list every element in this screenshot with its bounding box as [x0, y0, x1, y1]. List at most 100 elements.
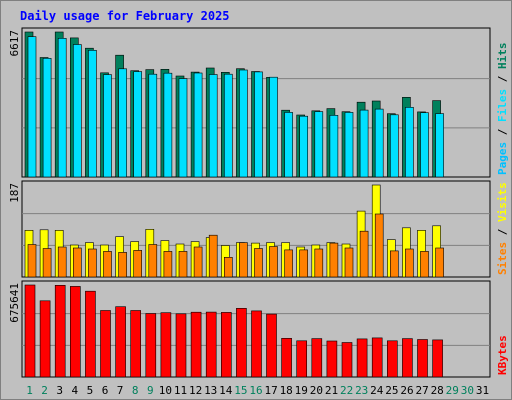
- bar-kbytes: [100, 310, 111, 378]
- chart-title: Daily usage for February 2025: [20, 9, 230, 23]
- legend-pages: Pages: [496, 142, 509, 175]
- bar-files: [42, 57, 52, 178]
- bar-sites: [359, 230, 369, 278]
- bar-sites: [374, 213, 384, 278]
- side-legend: KBytes: [496, 335, 509, 375]
- bar-sites: [73, 247, 82, 278]
- legend-sites: Sites: [496, 242, 509, 275]
- bar-kbytes: [251, 310, 262, 378]
- x-tick-label: 11: [174, 384, 187, 397]
- y-max-label: 675641: [8, 283, 21, 323]
- bar-kbytes: [402, 338, 413, 378]
- bar-sites: [103, 251, 112, 278]
- x-tick-label: 26: [400, 384, 413, 397]
- bar-sites: [269, 246, 278, 278]
- bar-kbytes: [130, 310, 141, 378]
- bar-sites: [57, 246, 67, 278]
- bar-sites: [344, 247, 354, 278]
- x-tick-label: 22: [340, 384, 353, 397]
- bar-files: [133, 71, 142, 178]
- bar-files: [27, 36, 37, 178]
- bar-kbytes: [205, 311, 217, 378]
- bar-kbytes: [115, 306, 126, 378]
- bar-kbytes: [145, 313, 157, 378]
- bar-files: [224, 73, 233, 178]
- panel-visits-sites: 187 Sites / Visits: [8, 180, 509, 278]
- bar-files: [193, 72, 203, 178]
- bar-sites: [420, 251, 429, 278]
- bar-sites: [133, 250, 142, 278]
- x-tick-label: 12: [189, 384, 202, 397]
- bar-sites: [435, 247, 444, 278]
- bar-kbytes: [296, 340, 308, 378]
- x-tick-label: 9: [147, 384, 154, 397]
- bar-kbytes: [326, 340, 338, 378]
- bar-files: [405, 107, 414, 178]
- bar-files: [359, 109, 369, 178]
- panel-hits-files-pages: 6617 Pages / Files / Hits: [8, 27, 509, 178]
- bar-files: [344, 112, 354, 178]
- bar-kbytes: [175, 313, 187, 378]
- bar-sites: [299, 249, 309, 278]
- bar-files: [329, 115, 339, 178]
- bar-sites: [208, 234, 218, 278]
- x-tick-label: 24: [370, 384, 384, 397]
- x-tick-label: 25: [385, 384, 398, 397]
- bar-kbytes: [341, 342, 353, 378]
- bar-kbytes: [417, 339, 428, 378]
- bar-sites: [284, 249, 293, 278]
- legend-separator: /: [496, 222, 509, 242]
- x-tick-label: 8: [132, 384, 139, 397]
- x-tick-label: 30: [461, 384, 474, 397]
- x-tick-label: 13: [204, 384, 217, 397]
- bar-sites: [178, 251, 188, 278]
- bar-kbytes: [85, 290, 96, 378]
- bar-files: [269, 76, 278, 178]
- bar-kbytes: [266, 313, 277, 378]
- bar-sites: [88, 248, 97, 278]
- bar-sites: [118, 252, 127, 278]
- bar-kbytes: [70, 286, 81, 378]
- x-tick-label: 4: [71, 384, 78, 397]
- bar-sites: [42, 248, 52, 278]
- x-tick-label: 29: [446, 384, 459, 397]
- x-tick-label: 1: [26, 384, 33, 397]
- x-tick-label: 15: [234, 384, 247, 397]
- y-max-label: 187: [8, 183, 21, 203]
- bar-files: [299, 115, 309, 178]
- bar-sites: [405, 248, 414, 278]
- bar-files: [148, 73, 158, 178]
- panel-kbytes: 675641 KBytes: [8, 280, 509, 378]
- bar-files: [435, 113, 444, 178]
- bar-kbytes: [190, 311, 202, 378]
- bar-files: [178, 78, 188, 178]
- bar-files: [163, 72, 173, 178]
- bar-files: [73, 44, 82, 178]
- x-tick-label: 18: [280, 384, 293, 397]
- bar-files: [314, 111, 324, 178]
- x-tick-label: 10: [159, 384, 172, 397]
- legend-separator: /: [496, 69, 509, 89]
- bar-files: [254, 71, 263, 178]
- bar-files: [374, 108, 384, 178]
- bar-sites: [239, 242, 248, 278]
- bar-kbytes: [386, 340, 398, 378]
- bar-kbytes: [39, 300, 51, 378]
- x-tick-label: 16: [249, 384, 262, 397]
- bar-kbytes: [236, 307, 247, 378]
- x-tick-label: 23: [355, 384, 368, 397]
- bar-sites: [329, 242, 339, 278]
- x-tick-label: 20: [310, 384, 323, 397]
- bar-files: [389, 114, 399, 178]
- legend-kbytes: KBytes: [496, 335, 509, 375]
- x-tick-label: 5: [87, 384, 94, 397]
- x-tick-label: 19: [295, 384, 308, 397]
- bar-kbytes: [54, 284, 66, 378]
- x-tick-label: 31: [476, 384, 489, 397]
- bar-files: [88, 49, 97, 178]
- bar-kbytes: [311, 338, 323, 378]
- bar-sites: [254, 248, 263, 278]
- bar-files: [103, 74, 112, 178]
- bar-kbytes: [356, 338, 368, 378]
- bar-kbytes: [371, 337, 383, 378]
